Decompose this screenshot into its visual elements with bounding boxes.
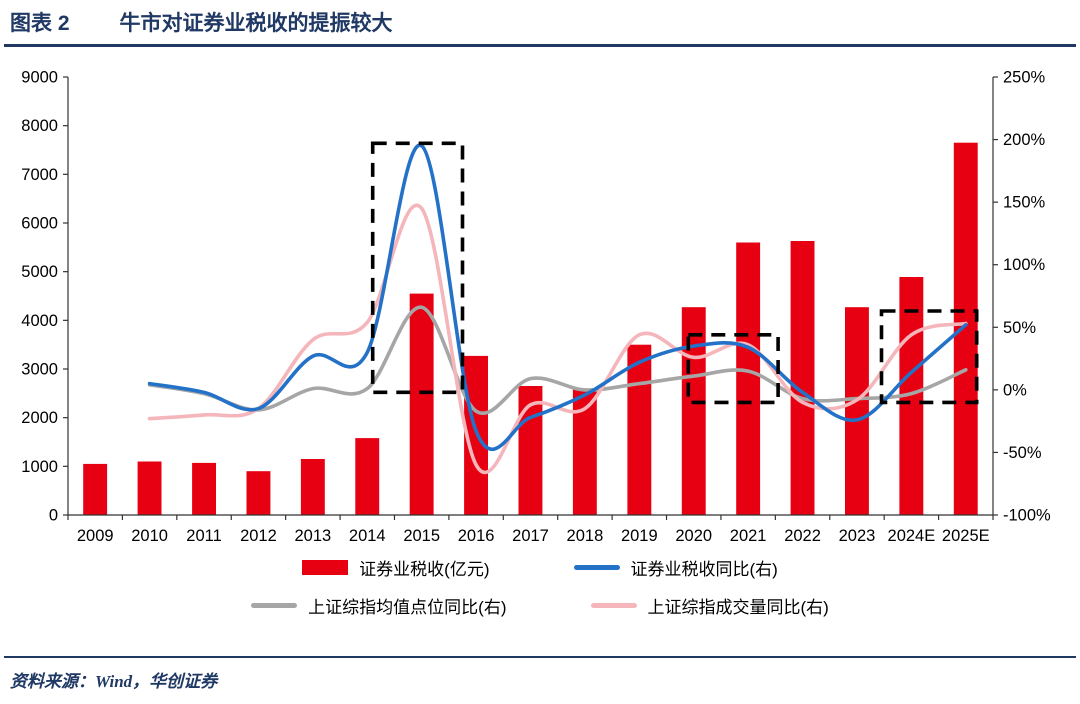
x-tick-label: 2025E [942,527,990,545]
left-tick-label: 3000 [21,360,58,378]
bar-2020 [681,306,706,515]
x-tick-label: 2021 [730,527,767,545]
x-tick-label: 2016 [458,527,495,545]
bar-2009 [83,463,108,515]
bar-2011 [192,462,216,515]
x-tick-label: 2015 [403,527,440,545]
legend-label: 证券业税收(亿元) [359,559,490,579]
right-tick-label: 100% [1003,256,1046,274]
x-tick-label: 2018 [567,527,604,545]
chart-header: 图表 2 牛市对证券业税收的提振较大 [0,0,1080,44]
right-tick-label: -50% [1003,443,1042,461]
right-tick-label: 250% [1003,68,1046,86]
footer-divider [4,656,1076,658]
x-tick-label: 2024E [888,527,936,545]
legend-label: 证券业税收同比(右) [630,559,778,579]
x-tick-label: 2014 [349,527,386,545]
left-tick-label: 5000 [21,263,58,281]
legend-line-swatch-pink [590,602,637,608]
bar-2018 [572,388,597,515]
annotation-box-2 [686,332,780,404]
left-tick-label: 2000 [21,409,58,427]
bar-2022 [790,240,815,515]
left-tick-label: 9000 [21,68,58,86]
legend-item-bar-tax: 证券业税收(亿元) [302,555,490,580]
left-tick-label: 1000 [21,457,58,475]
footer: 资料来源：Wind，华创证券 [0,656,1080,704]
left-tick-label: 8000 [21,117,58,135]
x-tick-label: 2019 [621,527,658,545]
line-series-2 [147,203,968,474]
right-tick-label: 150% [1003,193,1046,211]
legend-row-1: 证券业税收(亿元) 证券业税收同比(右) [302,555,778,580]
x-tick-label: 2012 [240,527,277,545]
bar-2023 [845,306,869,515]
x-tick-label: 2017 [512,527,549,545]
bar-2019 [627,344,652,515]
x-tick-label: 2009 [77,527,114,545]
bar-2014 [355,437,380,515]
bar-2024E [899,276,924,515]
x-tick-label: 2023 [839,527,876,545]
legend-bar-swatch [302,559,349,575]
legend-line-swatch-gray [251,602,298,608]
chart-figure: 9000 8000 7000 6000 5000 4000 3000 2000 1000 0 250… [0,55,1080,553]
left-tick-label: 4000 [21,311,58,329]
legend-label: 上证综指成交量同比(右) [647,597,829,617]
annotation-box-3 [879,308,979,404]
bar-2010 [137,461,162,515]
line-series-0 [147,143,968,451]
x-tick-label: 2013 [294,527,331,545]
page-title: 牛市对证券业税收的提振较大 [119,12,393,35]
annotation-box-1 [370,141,465,394]
right-tick-label: 0% [1003,381,1027,399]
legend-line-swatch-blue [573,564,620,570]
bar-2017 [518,385,543,515]
bar-2012 [246,470,271,515]
right-tick-label: -100% [1003,506,1051,524]
x-tick-label: 2010 [131,527,168,545]
legend: 证券业税收(亿元) 证券业税收同比(右) 上证综指均值点位同比(右) 上证综指成… [0,555,1080,618]
x-tick-label: 2020 [675,527,712,545]
left-tick-label: 0 [49,506,58,524]
left-tick-label: 7000 [21,165,58,183]
header-divider [4,44,1076,47]
right-tick-label: 200% [1003,131,1046,149]
legend-item-line-tax-yoy: 证券业税收同比(右) [573,555,778,580]
x-tick-label: 2022 [784,527,821,545]
left-tick-label: 6000 [21,214,58,232]
line-series-1 [147,305,968,415]
figure-label: 图表 2 [10,12,70,35]
legend-item-line-index-yoy: 上证综指均值点位同比(右) [251,593,507,618]
bar-2025E [953,142,978,515]
bar-2015 [409,293,434,515]
x-tick-label: 2011 [186,527,221,545]
bar-2021 [736,242,761,515]
legend-label: 上证综指均值点位同比(右) [308,597,507,617]
legend-item-line-volume-yoy: 上证综指成交量同比(右) [590,593,829,618]
source-text: 资料来源：Wind，华创证券 [10,672,218,691]
bar-2013 [300,458,325,515]
right-tick-label: 50% [1003,318,1036,336]
legend-row-2: 上证综指均值点位同比(右) 上证综指成交量同比(右) [251,593,829,618]
chart-svg: 9000 8000 7000 6000 5000 4000 3000 2000 1000 0 250… [21,68,1051,545]
